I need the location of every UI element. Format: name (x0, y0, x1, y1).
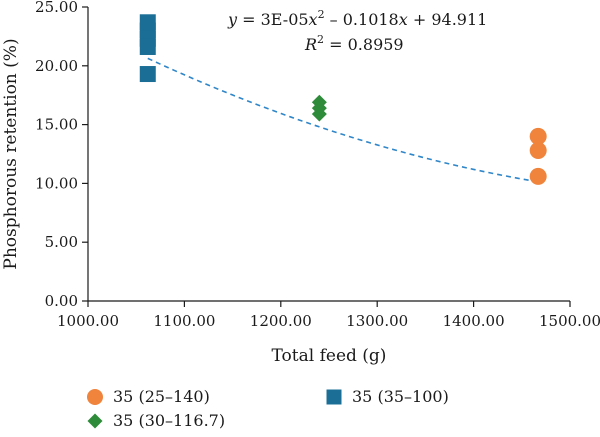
y-tick-label: 10.00 (35, 174, 78, 192)
y-tick-label: 25.00 (35, 0, 78, 16)
r2-sup: 2 (317, 33, 324, 46)
eq-tail: + 94.911 (408, 10, 488, 29)
data-point-square (139, 66, 156, 83)
eq-x1: x (309, 10, 318, 29)
data-point-diamond (311, 106, 327, 122)
data-point-circle (529, 167, 547, 185)
trendline-equation: y = 3E-05x2 – 0.1018x + 94.911 (227, 8, 487, 29)
eq-sup: 2 (318, 8, 325, 21)
legend-label: 35 (25–140) (113, 387, 210, 406)
x-tick-label: 1000.00 (57, 312, 119, 330)
axes (87, 7, 570, 302)
data-point-circle (529, 127, 547, 145)
legend-marker-circle (87, 389, 103, 405)
legend-marker-square (326, 389, 342, 405)
data-point-circle (529, 141, 547, 159)
eq-mid1: = 3E-05 (237, 10, 309, 29)
legend-label: 35 (35–100) (352, 387, 449, 406)
eq-y: y (227, 10, 238, 29)
x-tick-label: 1500.00 (539, 312, 600, 330)
legend-label: 35 (30–116.7) (113, 411, 225, 430)
x-tick-label: 1400.00 (443, 312, 505, 330)
data-point-square (139, 38, 156, 55)
trendline-layer (147, 57, 539, 183)
x-tick-label: 1200.00 (250, 312, 312, 330)
trendline (147, 57, 539, 183)
legend: 35 (25–140) 35 (35–100) 35 (30–116.7) (87, 387, 449, 430)
y-axis-title: Phosphorous retention (%) (1, 38, 21, 269)
trendline-r-squared: R2 = 0.8959 (304, 33, 404, 54)
y-tick-label: 0.00 (45, 292, 78, 310)
y-tick-label: 20.00 (35, 57, 78, 75)
y-tick-label: 5.00 (45, 233, 78, 251)
x-tick-label: 1300.00 (346, 312, 408, 330)
y-tick-label: 15.00 (35, 116, 78, 134)
eq-x2: x (399, 10, 408, 29)
ticks: 1000.00 1100.00 1200.00 1300.00 1400.00 1500.… (35, 0, 600, 330)
x-axis-title: Total feed (g) (272, 346, 387, 366)
points-layer (139, 14, 547, 185)
r2-r: R (304, 35, 317, 54)
r2-tail: = 0.8959 (324, 35, 404, 54)
x-tick-label: 1100.00 (153, 312, 215, 330)
eq-mid2: – 0.1018 (325, 10, 399, 29)
legend-marker-diamond (87, 413, 103, 429)
